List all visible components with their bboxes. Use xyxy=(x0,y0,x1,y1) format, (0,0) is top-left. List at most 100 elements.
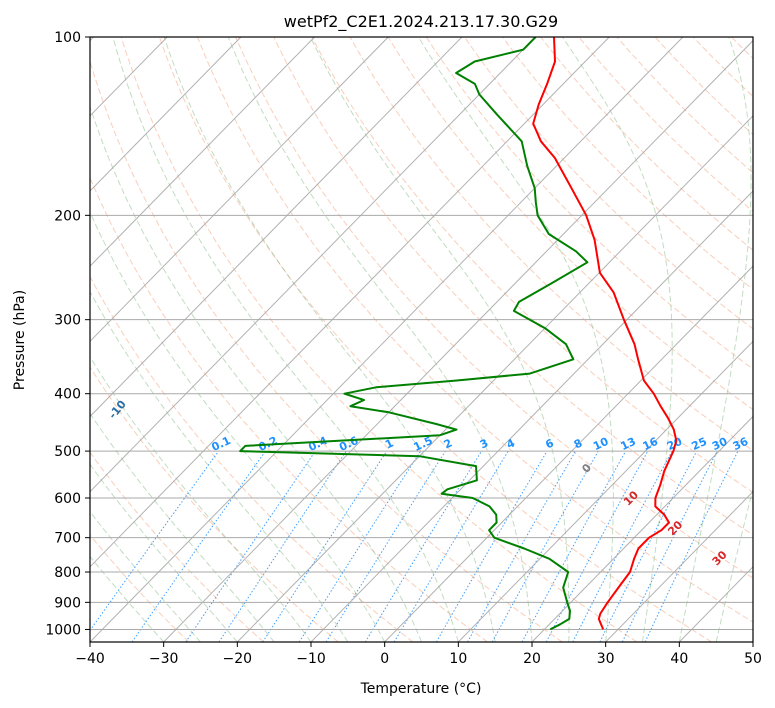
dry-adiabat xyxy=(158,37,712,642)
dry-adiabat xyxy=(90,176,488,642)
moist-adiabat xyxy=(309,37,570,642)
mixing-ratio-line xyxy=(90,450,220,632)
mixing-ratio-lines xyxy=(90,450,739,642)
moist-adiabat xyxy=(90,105,422,642)
dry-adiabat xyxy=(90,534,190,642)
dry-adiabat xyxy=(120,37,638,642)
x-tick-label: 10 xyxy=(449,651,467,667)
x-tick-label: 50 xyxy=(744,651,762,667)
dry-adiabat xyxy=(425,37,753,370)
mixing-ratio-line xyxy=(262,450,388,642)
plot-area: -100-90-80-70-60-50-40-30-20-100.10.20.4… xyxy=(90,37,753,642)
moist-adiabat xyxy=(163,37,496,642)
isotherm-line xyxy=(90,37,684,642)
moist-adiabat xyxy=(90,463,238,642)
mixing-ratio-line xyxy=(599,450,698,642)
y-tick-label: 400 xyxy=(54,387,81,403)
x-tick-label: 0 xyxy=(380,651,389,667)
x-tick-label: 40 xyxy=(670,651,688,667)
moist-adiabat xyxy=(90,290,349,642)
mixing-ratio-line xyxy=(521,450,627,642)
y-axis-label: Pressure (hPa) xyxy=(12,290,28,390)
dry-adiabat xyxy=(273,37,753,536)
moist-adiabat xyxy=(227,37,533,642)
y-axis-ticks: 100 200 300 400 500 600 700 800 900 1000 xyxy=(45,30,90,638)
plot-frame xyxy=(89,36,754,643)
x-tick-label: 30 xyxy=(597,651,615,667)
isotherm-line xyxy=(236,115,753,642)
isotherm-line xyxy=(163,39,753,642)
mixing-ratio-label: 13 xyxy=(619,435,638,453)
dry-adiabat xyxy=(387,37,753,411)
dry-adiabats xyxy=(90,37,753,642)
isotherm-line xyxy=(90,37,389,343)
y-tick-label: 600 xyxy=(54,491,81,507)
x-tick-label: 20 xyxy=(523,651,541,667)
moist-adiabat xyxy=(90,412,275,642)
mixing-ratio-label: 10 xyxy=(591,435,611,453)
x-axis-label: Temperature (°C) xyxy=(360,681,482,697)
y-tick-label: 100 xyxy=(54,30,81,46)
dry-adiabat xyxy=(311,37,753,494)
mixing-ratio-line xyxy=(644,450,739,642)
mixing-ratio-line xyxy=(364,450,483,642)
temperature-profile xyxy=(532,37,678,630)
dry-adiabat xyxy=(540,37,753,251)
dry-adiabat xyxy=(235,37,753,579)
moist-adiabat xyxy=(90,510,201,642)
x-axis-ticks: −40 −30 −20 −10 0 10 20 30 40 50 xyxy=(75,642,762,667)
x-tick-label: −10 xyxy=(296,651,326,667)
dry-adiabat xyxy=(90,59,563,642)
x-tick-label: −30 xyxy=(149,651,179,667)
moist-adiabat xyxy=(90,210,386,642)
y-tick-label: 200 xyxy=(54,208,81,224)
y-tick-label: 900 xyxy=(54,595,81,611)
mixing-ratio-label: 16 xyxy=(641,435,661,453)
dry-adiabat xyxy=(464,37,753,330)
mixing-ratio-line xyxy=(185,450,316,642)
y-tick-label: 800 xyxy=(54,565,81,581)
isotherm-line xyxy=(90,37,315,267)
isotherm-line xyxy=(90,37,536,493)
y-tick-label: 300 xyxy=(54,313,81,329)
mixing-ratio-line xyxy=(572,450,673,642)
sounding-series xyxy=(239,37,678,631)
isotherm-line xyxy=(90,37,242,192)
isotherm-line xyxy=(90,37,463,418)
y-tick-label: 700 xyxy=(54,531,81,547)
moist-adiabat xyxy=(678,37,752,642)
moist-adiabat xyxy=(112,37,459,642)
moist-adiabat xyxy=(418,37,614,642)
mixing-ratio-line xyxy=(325,450,446,642)
mixing-ratio-line xyxy=(218,450,347,642)
pressure-grid xyxy=(90,37,753,630)
moist-adiabat xyxy=(90,355,312,642)
dewpoint-profile xyxy=(239,37,589,631)
isotherm-grid xyxy=(90,37,753,642)
mixing-ratio-line xyxy=(467,450,577,642)
isotherm-line xyxy=(384,265,753,642)
mixing-ratio-line xyxy=(393,450,509,642)
mixing-ratio-label: 25 xyxy=(690,435,709,453)
moist-adiabat xyxy=(561,37,673,642)
dry-adiabat xyxy=(90,275,414,642)
isotherm-line xyxy=(90,37,610,568)
mixing-ratio-line xyxy=(298,450,422,642)
isotherm-line xyxy=(605,490,753,642)
chart-title: wetPf2_C2E1.2024.213.17.30.G29 xyxy=(284,12,558,32)
y-tick-label: 1000 xyxy=(45,622,81,638)
y-tick-label: 500 xyxy=(54,444,81,460)
dry-adiabat xyxy=(197,37,753,623)
mixing-ratio-label: 36 xyxy=(731,435,751,453)
mixing-ratio-label: 30 xyxy=(710,435,730,453)
dry-adiabat xyxy=(578,37,753,212)
mixing-ratio-line xyxy=(545,450,649,642)
x-tick-label: −40 xyxy=(75,651,105,667)
isotherm-line xyxy=(310,190,753,642)
isotherm-line xyxy=(531,415,753,642)
isotherm-line xyxy=(457,340,753,642)
x-tick-label: −20 xyxy=(223,651,253,667)
dry-adiabat xyxy=(502,37,753,290)
